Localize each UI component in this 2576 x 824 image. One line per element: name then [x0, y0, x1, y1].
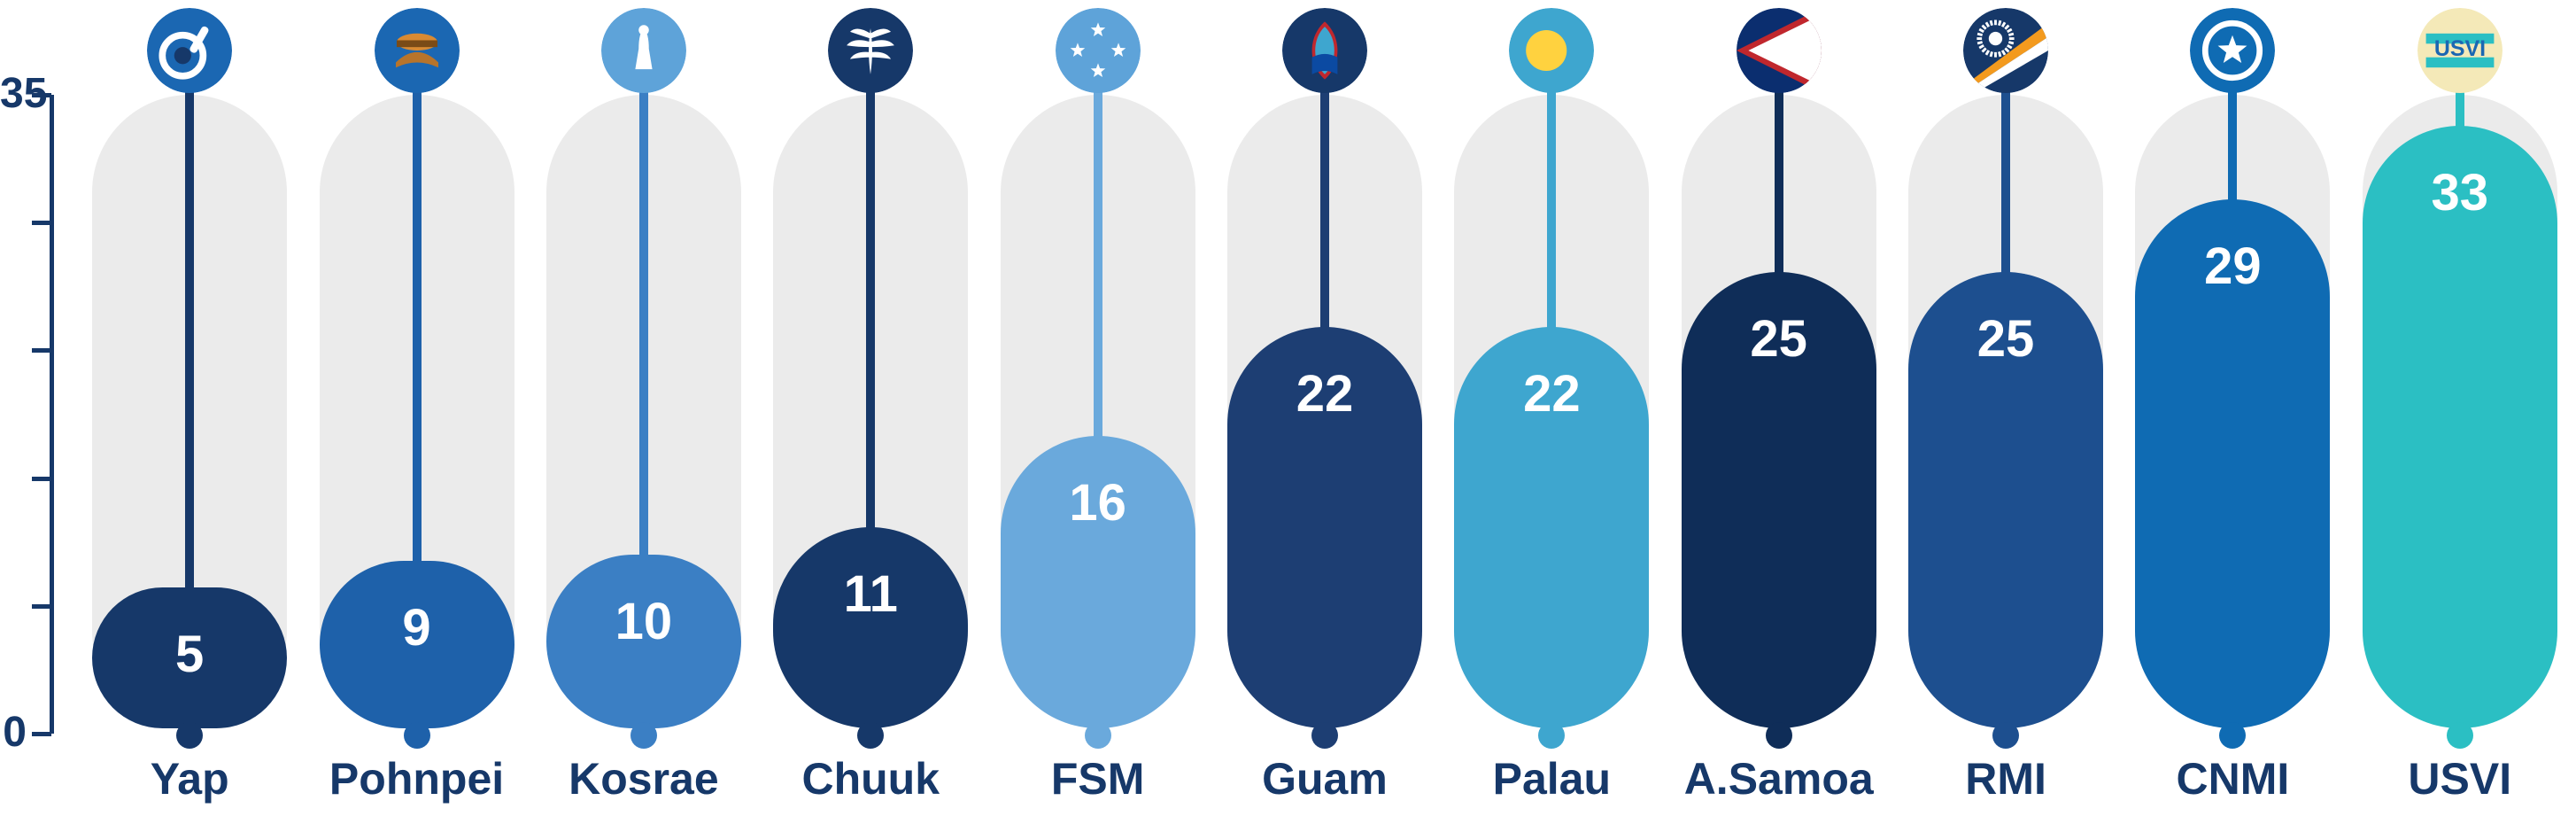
y-axis-tick: [32, 477, 51, 481]
chart-root: 3505 Yap9 Pohnpei10 Kosrae11 Chuuk16: [0, 0, 2576, 824]
yap-icon: [147, 8, 232, 93]
category-label: USVI: [2347, 753, 2573, 805]
badge-connector: [2456, 90, 2464, 144]
badge-connector: [185, 90, 194, 605]
base-dot: [176, 722, 203, 749]
category-label: RMI: [1892, 753, 2119, 805]
usvi-icon: USVI: [2417, 8, 2503, 93]
chart-column: 25 RMI: [1892, 0, 2119, 824]
chart-column: 5 Yap: [76, 0, 303, 824]
y-axis-tick: [32, 221, 51, 225]
kosrae-icon: [601, 8, 686, 93]
bar-value: 11: [773, 527, 968, 728]
bar-value: 22: [1227, 327, 1422, 728]
y-axis-label: 35: [0, 69, 27, 118]
chart-column: 22 Guam: [1211, 0, 1438, 824]
fsm-icon: [1056, 8, 1141, 93]
palau-icon: [1509, 8, 1594, 93]
chart-column: 25 A.Samoa: [1666, 0, 1892, 824]
chart-column: 11 Chuuk: [757, 0, 984, 824]
chart-column: 9 Pohnpei: [303, 0, 530, 824]
chart-column: 16 FSM: [984, 0, 1211, 824]
chart-column: 29 CNMI: [2119, 0, 2346, 824]
category-label: Kosrae: [530, 753, 757, 805]
base-dot: [1085, 722, 1111, 749]
category-label: CNMI: [2119, 753, 2346, 805]
badge-connector: [1320, 90, 1329, 345]
y-axis-tick: [32, 348, 51, 353]
bar-value: 9: [320, 561, 514, 728]
chart-column: 22 Palau: [1438, 0, 1665, 824]
category-label: A.Samoa: [1666, 753, 1892, 805]
category-label: FSM: [984, 753, 1211, 805]
bar-value: 10: [546, 555, 741, 728]
bar-value: 33: [2363, 126, 2557, 728]
badge-connector: [639, 90, 648, 572]
badge-connector: [1547, 90, 1556, 345]
bar-value: 22: [1454, 327, 1649, 728]
category-label: Pohnpei: [303, 753, 530, 805]
badge-connector: [1094, 90, 1102, 454]
badge-connector: [2228, 90, 2237, 217]
base-dot: [1311, 722, 1338, 749]
rmi-icon: [1963, 8, 2048, 93]
bar-value: 25: [1908, 272, 2103, 728]
base-dot: [1766, 722, 1792, 749]
category-label: Chuuk: [757, 753, 984, 805]
base-dot: [857, 722, 884, 749]
base-dot: [404, 722, 430, 749]
y-axis-tick: [32, 604, 51, 609]
category-label: Palau: [1438, 753, 1665, 805]
chuuk-icon: [828, 8, 913, 93]
badge-connector: [413, 90, 422, 579]
asamoa-icon: [1737, 8, 1822, 93]
bar-value: 5: [92, 587, 287, 728]
category-label: Yap: [76, 753, 303, 805]
base-dot: [2447, 722, 2473, 749]
bar-value: 16: [1001, 436, 1195, 728]
bar-value: 29: [2135, 199, 2330, 728]
badge-connector: [866, 90, 875, 545]
chart-column: 33 USVI USVI: [2347, 0, 2573, 824]
y-axis-tick: [32, 732, 51, 736]
guam-icon: [1282, 8, 1367, 93]
badge-connector: [1775, 90, 1783, 290]
svg-text:USVI: USVI: [2434, 36, 2486, 61]
bar-value: 25: [1682, 272, 1876, 728]
chart-column: 10 Kosrae: [530, 0, 757, 824]
columns: 5 Yap9 Pohnpei10 Kosrae11 Chuuk16: [76, 0, 2573, 824]
y-axis-label: 0: [0, 708, 27, 757]
base-dot: [2219, 722, 2246, 749]
y-axis-line: [50, 95, 54, 734]
pohnpei-icon: [375, 8, 460, 93]
cnmi-icon: [2190, 8, 2275, 93]
badge-connector: [2001, 90, 2010, 290]
base-dot: [630, 722, 657, 749]
category-label: Guam: [1211, 753, 1438, 805]
base-dot: [1538, 722, 1565, 749]
base-dot: [1992, 722, 2019, 749]
